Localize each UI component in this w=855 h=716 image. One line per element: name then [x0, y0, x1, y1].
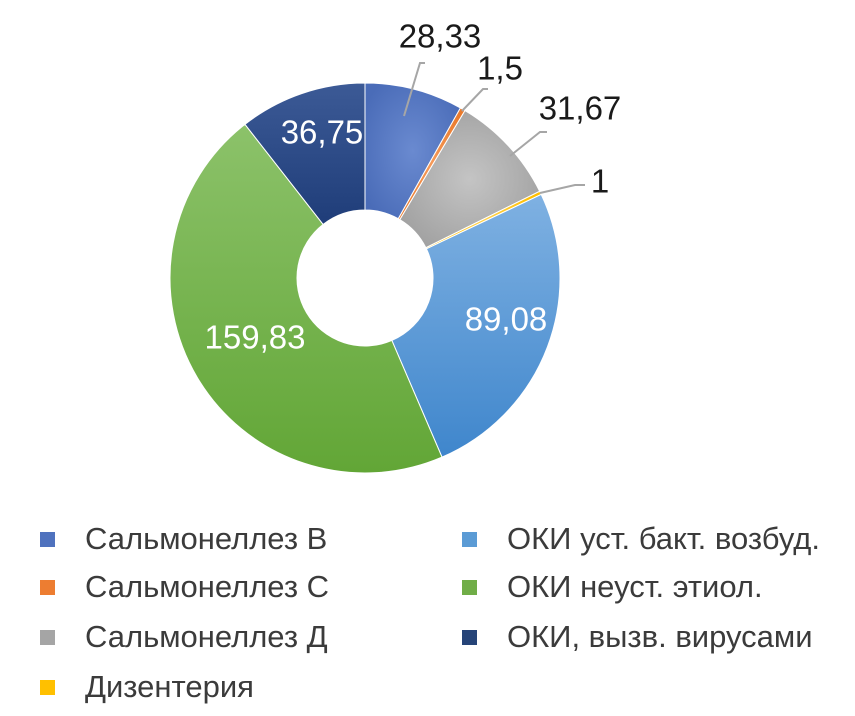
data-label-oki-bacterial: 89,08 [465, 301, 548, 338]
leader-line-salmonellosis-d [509, 131, 547, 157]
data-label-oki-unknown: 159,83 [205, 319, 306, 356]
leader-line-salmonellosis-c [461, 88, 488, 112]
data-label-dysentery: 1 [591, 163, 609, 200]
slice-oki-unknown [169, 123, 443, 474]
data-label-oki-viral: 36,75 [281, 114, 364, 151]
leader-line-dysentery [539, 184, 585, 194]
slice-oki-viral [244, 82, 366, 226]
slice-oki-bacterial [391, 193, 561, 458]
leader-line-salmonellosis-b [403, 62, 425, 117]
data-label-salmonellosis-d: 31,67 [539, 90, 622, 127]
data-label-salmonellosis-c: 1,5 [477, 50, 523, 87]
data-label-salmonellosis-b: 28,33 [399, 18, 482, 55]
